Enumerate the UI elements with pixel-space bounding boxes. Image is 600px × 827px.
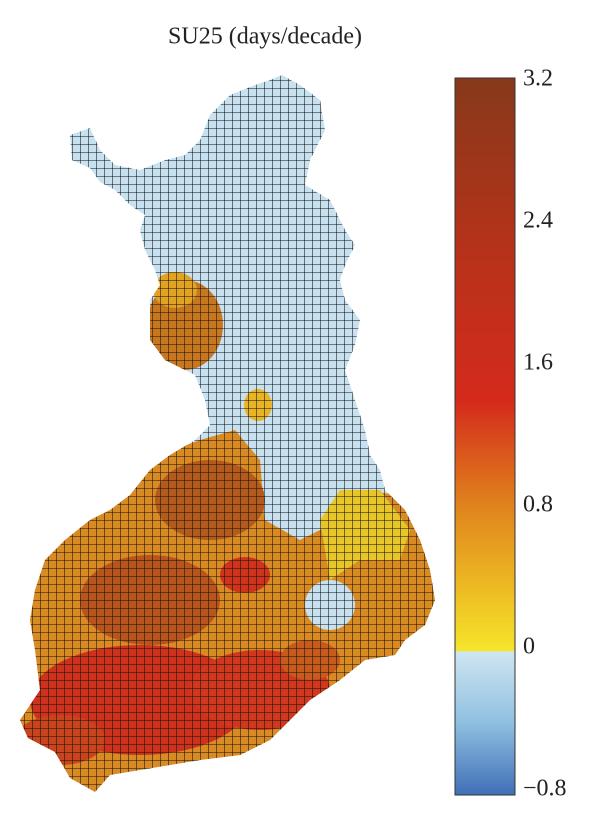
- colorbar-tick-label: 1.6: [523, 350, 553, 376]
- colorbar: [454, 77, 516, 796]
- colorbar-tick-label: 0.8: [523, 492, 553, 518]
- colorbar-tick-label: −0.8: [523, 776, 567, 802]
- colorbar-tick-label: 2.4: [523, 208, 553, 234]
- colorbar-tick-label: 0: [523, 634, 535, 660]
- map-area: [20, 75, 435, 792]
- colorbar-tick-label: 3.2: [523, 66, 553, 92]
- map-title: SU25 (days/decade): [168, 24, 362, 50]
